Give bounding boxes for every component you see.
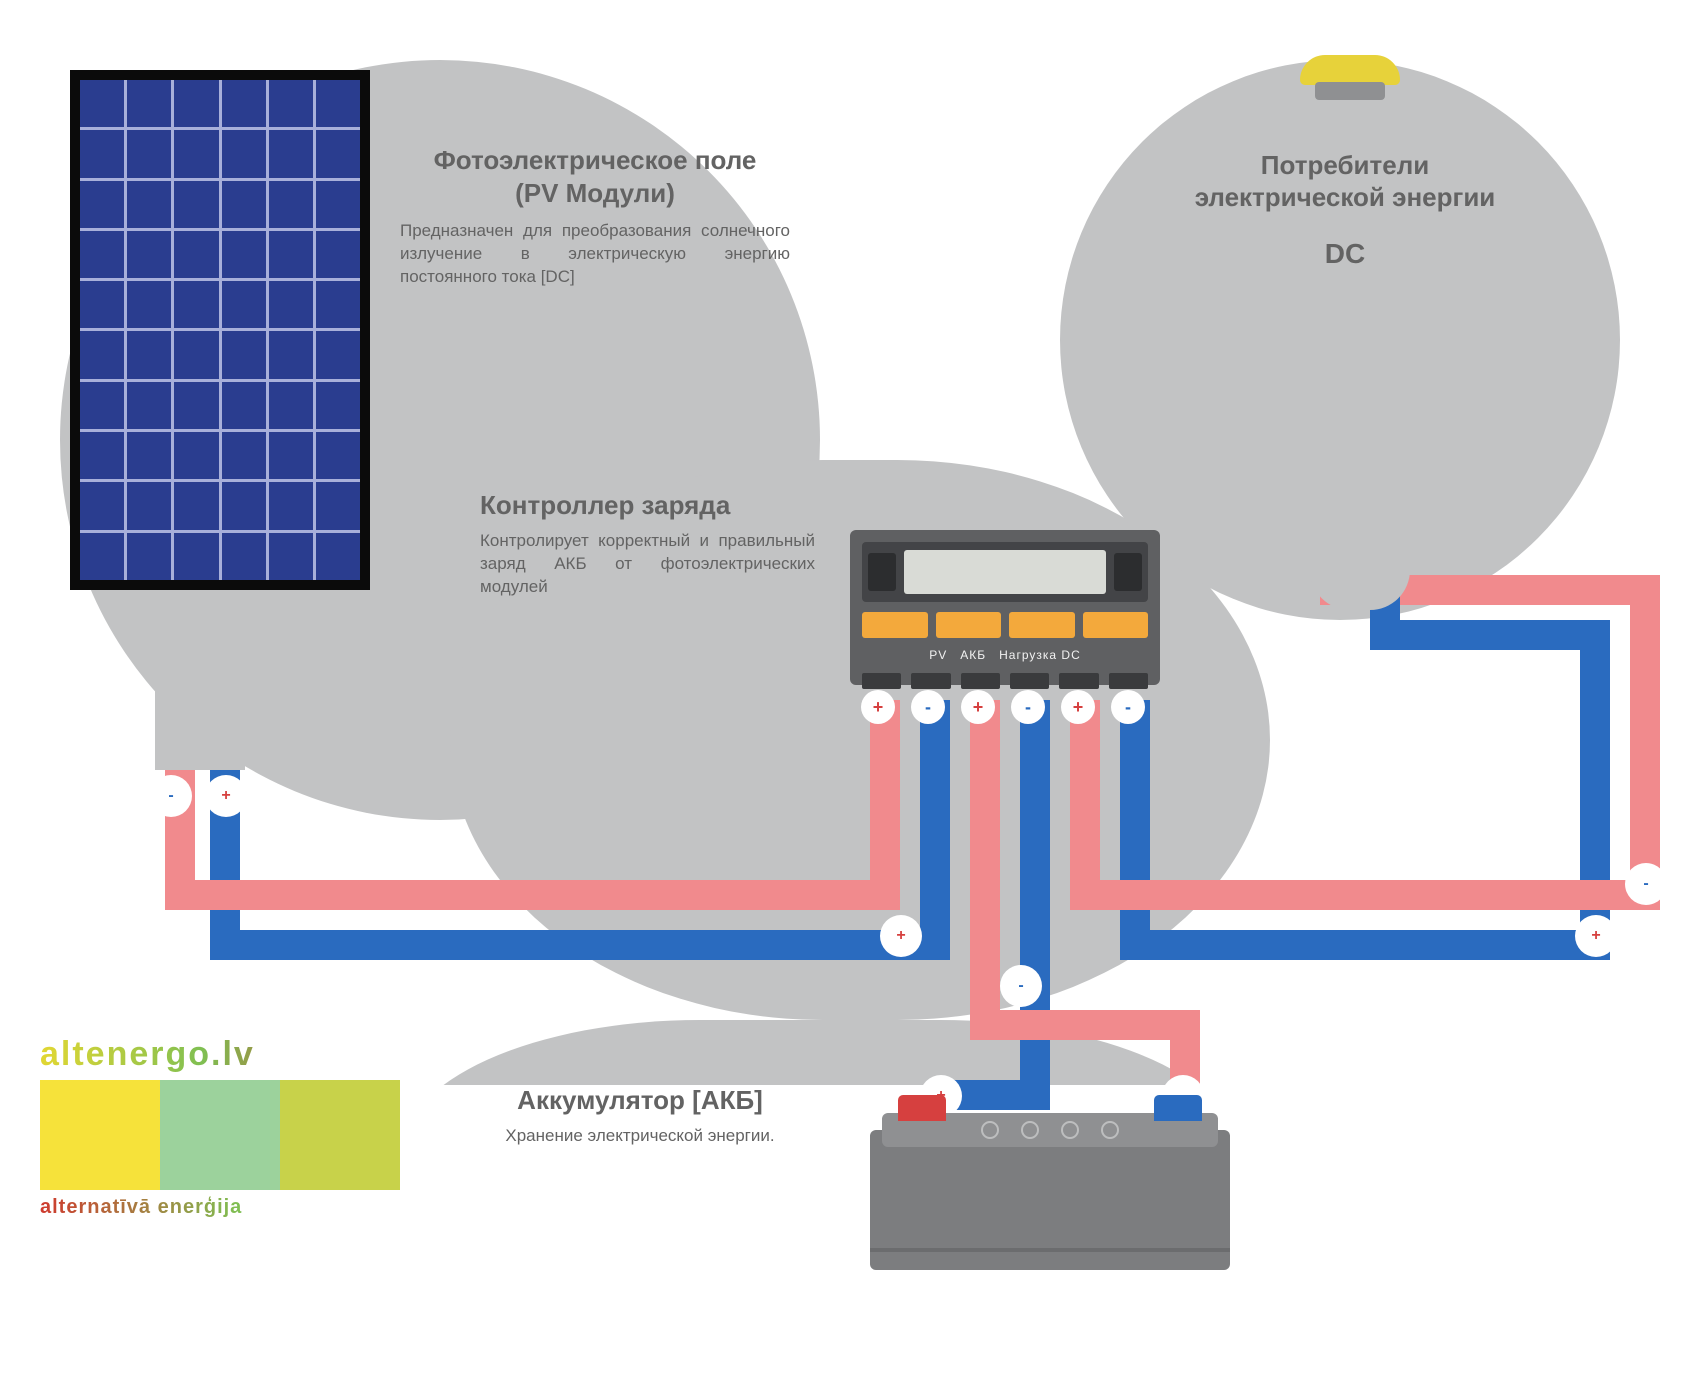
wire-pv-ctrl-pos-v2 — [920, 700, 950, 960]
load-title1: Потребители — [1130, 150, 1560, 181]
controller-desc: Контролирует корректный и правильный зар… — [480, 530, 815, 599]
ctrl-t3p: + — [1061, 690, 1095, 724]
pv-term-plus: + — [205, 775, 247, 817]
wire-pv-ctrl-pos-h — [210, 930, 950, 960]
wire-ctrl-load-neg-h — [1070, 880, 1660, 910]
load-title2: электрической энергии — [1130, 182, 1560, 213]
mid-term-neg: - — [1000, 965, 1042, 1007]
wire-ctrl-load-pos-v — [1120, 700, 1150, 960]
wire-ctrl-bat-pos — [1020, 700, 1050, 1110]
ctrl-t3n: - — [1111, 690, 1145, 724]
pv-title2: (PV Модули) — [395, 178, 795, 209]
pv-desc: Предназначен для преобразования солнечно… — [400, 220, 790, 289]
logo-top: altenergo.lv — [40, 1035, 400, 1074]
wire-ctrl-load-neg-v — [1070, 700, 1100, 910]
controller-device: PV АКБ Нагрузка DC — [850, 530, 1160, 685]
logo-bottom: alternatīvā enerģija — [40, 1196, 400, 1219]
ctrl-t2p: + — [961, 690, 995, 724]
ctrl-t1n: - — [911, 690, 945, 724]
battery-title: Аккумулятор [АКБ] — [450, 1085, 830, 1116]
wire-ctrl-load-pos-h2 — [1370, 620, 1610, 650]
pv-term-neg: - — [150, 775, 192, 817]
wire-ctrl-bat-neg — [970, 700, 1000, 1040]
right-term-neg: - — [1625, 863, 1667, 905]
wire-pv-ctrl-neg-h — [165, 880, 885, 910]
controller-labels: PV АКБ Нагрузка DC — [850, 648, 1160, 668]
load-neck — [1310, 540, 1410, 610]
ctrl-t1p: + — [861, 690, 895, 724]
pv-panel-grid — [80, 80, 360, 580]
wire-ctrl-load-pos-h — [1120, 930, 1610, 960]
load-title3: DC — [1130, 238, 1560, 270]
mid-term-plus: + — [880, 915, 922, 957]
load-lamp-bulb — [1300, 55, 1400, 85]
battery — [870, 1095, 1230, 1270]
diagram-stage: - + + - + - + - + - + - + - Фотоэлектрич… — [0, 0, 1700, 1300]
wire-pv-ctrl-neg-v2 — [870, 700, 900, 910]
controller-title: Контроллер заряда — [480, 490, 810, 521]
pv-panel — [70, 70, 370, 590]
logo-bar-2 — [160, 1080, 280, 1190]
logo-bar-1 — [40, 1080, 160, 1190]
wire-ctrl-bat-neg-h — [970, 1010, 1200, 1040]
logo: altenergo.lv alternatīvā enerģija — [40, 1035, 400, 1219]
right-term-plus: + — [1575, 915, 1617, 957]
battery-desc: Хранение электрической энергии. — [450, 1125, 830, 1148]
pv-title1: Фотоэлектрическое поле — [395, 145, 795, 176]
logo-bar-3 — [280, 1080, 400, 1190]
load-lamp-cap — [1315, 82, 1385, 100]
pv-panel-foot — [155, 590, 245, 770]
wire-ctrl-load-neg-v2 — [1630, 575, 1660, 910]
ctrl-t2n: - — [1011, 690, 1045, 724]
